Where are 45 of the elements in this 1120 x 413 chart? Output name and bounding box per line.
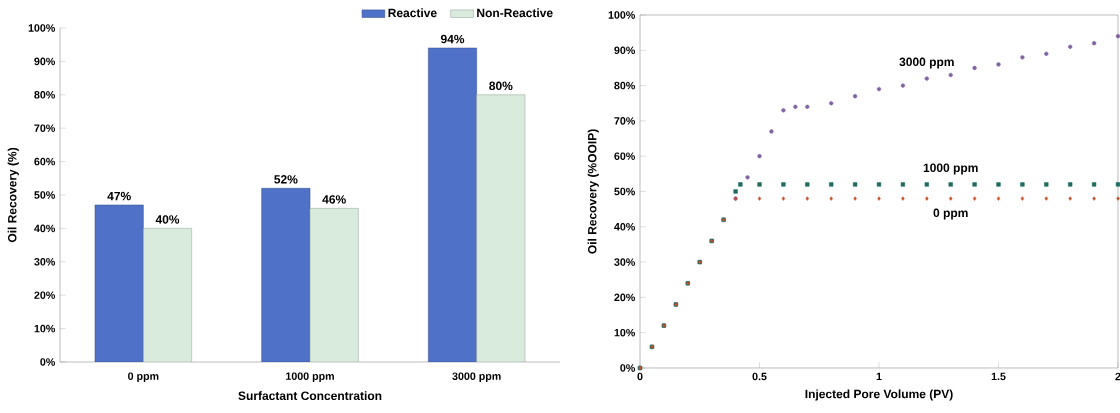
y-tick-label: 0%	[40, 358, 56, 366]
data-label: 47%	[107, 191, 131, 201]
y-tick-label: 50%	[34, 191, 56, 199]
data-label: 46%	[322, 195, 346, 204]
y-tick-label: 80%	[614, 81, 636, 90]
y-tick-label: 20%	[34, 291, 56, 299]
y-tick-label: 60%	[34, 157, 56, 166]
y-tick-label: 20%	[614, 293, 636, 302]
x-tick-label: 1.5	[991, 372, 1006, 381]
legend-label: Reactive	[388, 8, 437, 18]
data-label: 80%	[489, 81, 513, 91]
y-tick-label: 10%	[614, 328, 636, 337]
y-tick-label: 90%	[614, 46, 636, 55]
y-axis-title: Oil Recovery (%)	[7, 147, 19, 243]
legend-label: Non-Reactive	[477, 8, 553, 18]
y-tick-label: 40%	[34, 224, 56, 233]
y-tick-label: 100%	[608, 11, 636, 19]
y-tick-label: 0%	[620, 364, 636, 372]
series-label: 3000 ppm	[899, 57, 954, 69]
x-tick-label: 1	[876, 372, 882, 381]
data-label: 52%	[274, 175, 298, 184]
x-tick-label: 2	[1115, 372, 1120, 381]
y-tick-label: 30%	[34, 258, 56, 266]
y-tick-label: 10%	[34, 324, 56, 333]
y-axis-title: Oil Recovery (%OOIP)	[587, 129, 599, 254]
y-tick-label: 60%	[614, 152, 636, 160]
y-tick-label: 100%	[28, 24, 56, 32]
x-tick-label: 0.5	[752, 372, 767, 381]
series-label: 1000 ppm	[923, 163, 978, 175]
x-tick-label: 1000 ppm	[286, 372, 334, 383]
data-label: 94%	[440, 34, 465, 44]
x-axis-title: Surfactant Concentration	[238, 391, 382, 401]
x-axis-title: Injected Pore Volume (PV)	[805, 389, 953, 401]
y-tick-label: 70%	[614, 117, 636, 125]
x-tick-label: 0	[637, 372, 643, 381]
x-tick-label: 0 ppm	[128, 372, 159, 383]
y-tick-label: 80%	[34, 91, 56, 99]
x-tick-label: 3000 ppm	[452, 372, 501, 383]
series-label: 0 ppm	[933, 208, 968, 220]
y-tick-label: 70%	[34, 124, 56, 132]
y-tick-label: 40%	[614, 223, 636, 231]
y-tick-label: 50%	[614, 187, 636, 196]
data-label: 40%	[155, 215, 180, 224]
y-tick-label: 30%	[614, 258, 636, 266]
y-tick-label: 90%	[34, 57, 56, 66]
